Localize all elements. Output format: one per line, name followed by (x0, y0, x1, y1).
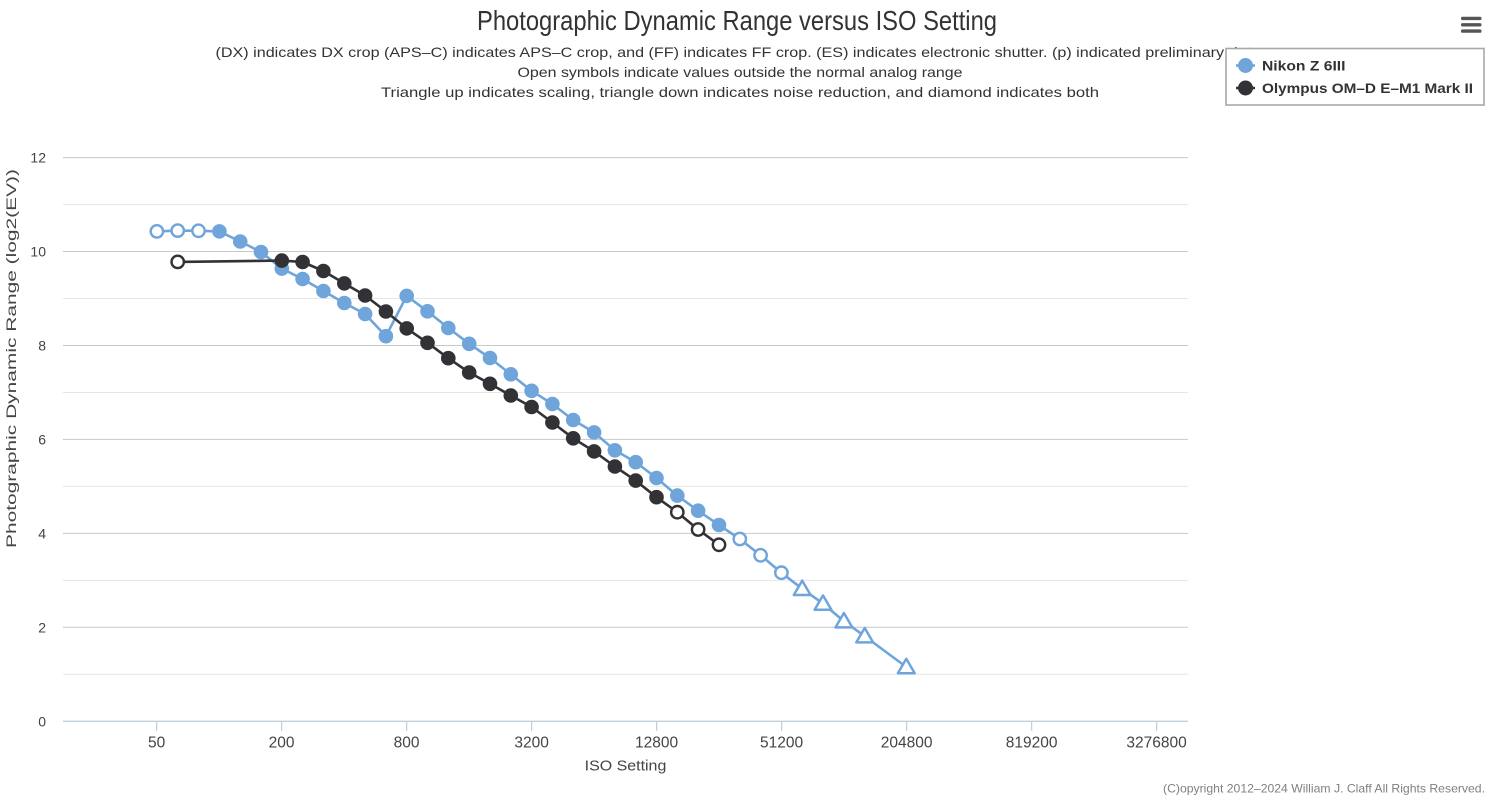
svg-text:(C)opyright 2012–2024 William: (C)opyright 2012–2024 William J. Claff A… (1163, 782, 1485, 796)
svg-text:800: 800 (394, 735, 420, 752)
svg-text:3276800: 3276800 (1126, 735, 1187, 752)
svg-text:50: 50 (148, 735, 166, 752)
svg-text:12800: 12800 (635, 735, 678, 752)
svg-text:200: 200 (269, 735, 295, 752)
svg-text:Olympus OM–D E–M1 Mark II: Olympus OM–D E–M1 Mark II (1262, 80, 1473, 96)
svg-text:Triangle up indicates scaling,: Triangle up indicates scaling, triangle … (381, 84, 1099, 100)
svg-text:Photographic Dynamic Range (lo: Photographic Dynamic Range (log2(EV)) (3, 169, 19, 548)
svg-text:51200: 51200 (760, 735, 803, 752)
svg-text:6: 6 (38, 431, 46, 447)
svg-text:Photographic Dynamic Range ver: Photographic Dynamic Range versus ISO Se… (477, 5, 997, 36)
svg-text:Nikon Z 6III: Nikon Z 6III (1262, 58, 1346, 74)
svg-text:0: 0 (38, 713, 46, 729)
svg-text:2: 2 (38, 619, 46, 635)
svg-text:8: 8 (38, 338, 46, 354)
svg-text:204800: 204800 (881, 735, 933, 752)
svg-text:4: 4 (38, 525, 46, 541)
svg-text:12: 12 (30, 150, 46, 166)
svg-text:10: 10 (30, 244, 46, 260)
svg-text:(DX) indicates DX crop (APS–C): (DX) indicates DX crop (APS–C) indicates… (216, 44, 1265, 60)
svg-text:Open symbols indicate values o: Open symbols indicate values outside the… (518, 64, 963, 80)
svg-text:819200: 819200 (1006, 735, 1058, 752)
svg-text:ISO Setting: ISO Setting (585, 758, 667, 775)
svg-text:3200: 3200 (514, 735, 549, 752)
